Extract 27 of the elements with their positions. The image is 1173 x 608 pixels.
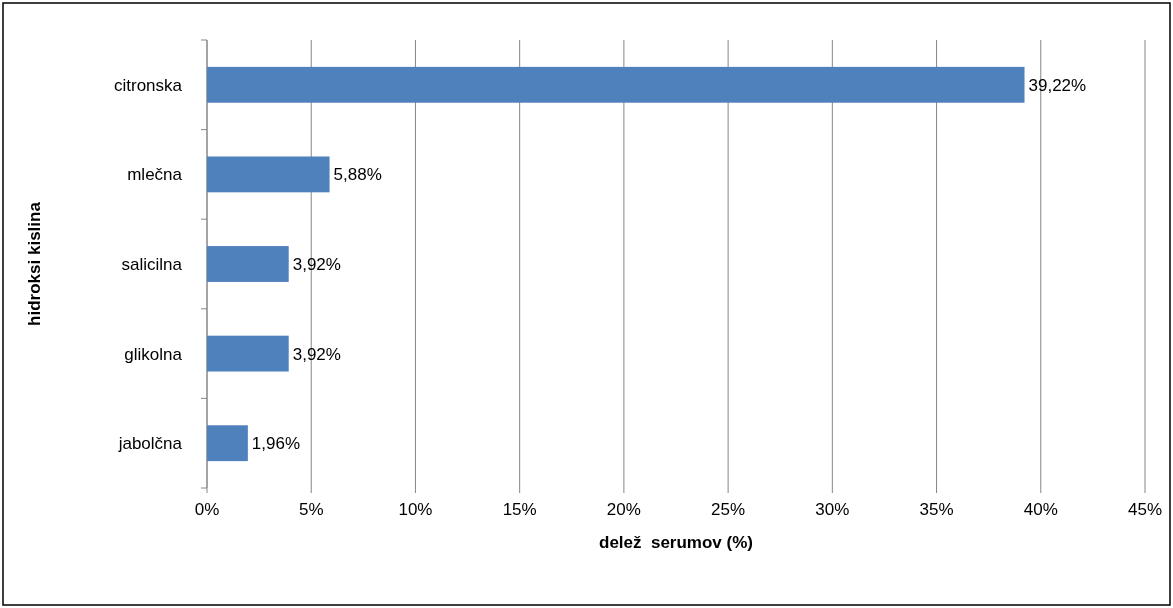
y-tick-label: mlečna (127, 165, 183, 185)
bar (207, 425, 248, 462)
y-tick-label: citronska (113, 75, 183, 95)
y-tick-label: salicilna (121, 254, 183, 274)
data-label: 1,96% (251, 434, 301, 454)
bar (207, 335, 289, 372)
x-tick-label: 45% (1127, 500, 1163, 519)
x-axis-title: delež serumov (%) (599, 533, 753, 552)
y-tick-label: glikolna (124, 344, 183, 364)
data-label: 5,88% (333, 165, 382, 185)
y-tick-label: jabolčna (117, 434, 183, 454)
data-label: 3,92% (292, 254, 341, 274)
x-tick-label: 30% (815, 500, 850, 519)
x-tick-label: 35% (919, 500, 954, 519)
data-label: 39,22% (1028, 75, 1087, 95)
x-tick-label: 10% (398, 500, 433, 519)
data-label: 3,92% (292, 344, 341, 364)
x-tick-label: 0% (194, 500, 220, 519)
x-tick-label: 15% (502, 500, 537, 519)
bar (207, 156, 330, 193)
x-tick-label: 5% (298, 500, 324, 519)
bar (207, 66, 1025, 103)
x-tick-label: 40% (1023, 500, 1058, 519)
y-axis-title: hidroksi kislina (25, 201, 44, 326)
bar (207, 246, 289, 282)
x-tick-label: 25% (711, 500, 746, 519)
x-tick-label: 20% (606, 500, 641, 519)
